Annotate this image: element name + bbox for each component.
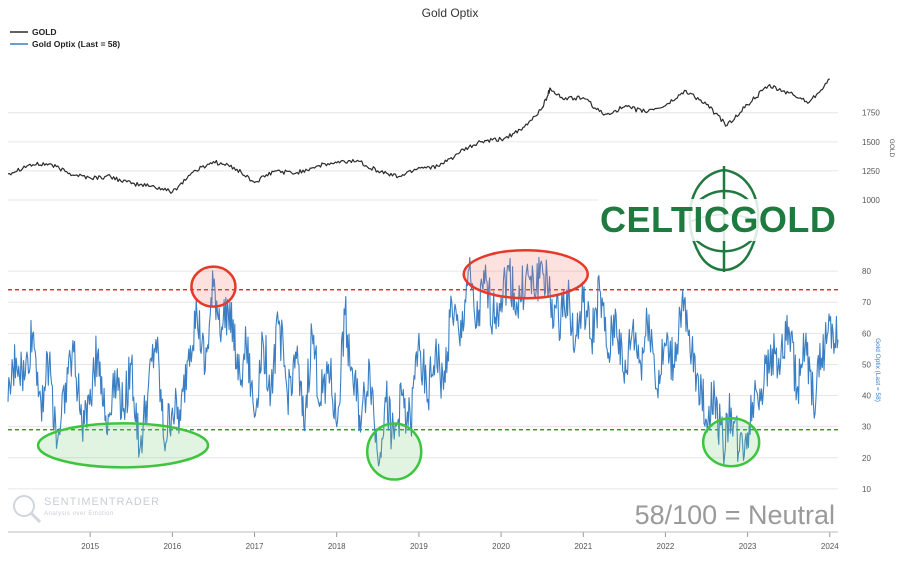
x-tick-label: 2018: [328, 542, 346, 551]
gold-axis-label: GOLD: [888, 139, 895, 158]
series-line-gold: [7, 78, 830, 194]
y-tick-label: 10: [862, 485, 871, 494]
x-tick-label: 2022: [657, 542, 675, 551]
status-text: 58/100 = Neutral: [635, 500, 835, 530]
x-tick-label: 2023: [739, 542, 757, 551]
y-tick-label: 40: [862, 392, 871, 401]
y-tick-label: 1750: [862, 109, 880, 118]
legend-label-gold: GOLD: [32, 27, 57, 37]
grid: [8, 112, 838, 490]
y-tick-label: 30: [862, 423, 871, 432]
x-tick-label: 2019: [410, 542, 428, 551]
watermark-tagline: Analysis over Emotion: [44, 511, 114, 517]
annotation-ellipse-green: [365, 422, 423, 481]
watermark-name: SENTIMENTRADER: [44, 496, 160, 508]
y-tick-label: 1500: [862, 138, 880, 147]
legend: GOLD Gold Optix (Last = 58): [10, 27, 120, 49]
x-tick-label: 2017: [246, 542, 264, 551]
x-tick-label: 2015: [81, 542, 99, 551]
x-tick-label: 2021: [574, 542, 592, 551]
watermark-magnifier-icon: [13, 495, 35, 517]
sentimentrader-watermark: SENTIMENTRADER Analysis over Emotion: [13, 495, 160, 524]
axis-ticks: 1000 1250 1500 1750 10 20 30 40 50 60 70 80 2015 2016…: [8, 109, 880, 551]
y-tick-label: 60: [862, 329, 871, 338]
reference-lines: [8, 289, 838, 431]
annotation-ellipse-green: [36, 422, 210, 469]
legend-label-optix: Gold Optix (Last = 58): [32, 39, 120, 49]
annotation-ellipse-green: [701, 416, 761, 468]
y-tick-label: 1000: [862, 196, 880, 205]
annotation-ellipse-red: [462, 248, 589, 300]
y-tick-label: 70: [862, 298, 871, 307]
optix-axis-label: Gold Optix (Last = 58): [874, 338, 881, 402]
x-tick-label: 2016: [163, 542, 181, 551]
series-line-optix: [7, 256, 839, 467]
y-tick-label: 20: [862, 454, 871, 463]
y-tick-label: 80: [862, 267, 871, 276]
annotation-ellipse-red: [190, 265, 237, 308]
annotations: [36, 248, 761, 481]
y-tick-label: 50: [862, 360, 871, 369]
chart-title: Gold Optix: [422, 6, 479, 20]
celticgold-logo: CELTICGOLD: [598, 166, 844, 272]
series: [7, 78, 839, 467]
y-tick-label: 1250: [862, 167, 880, 176]
x-tick-label: 2024: [821, 542, 839, 551]
x-tick-label: 2020: [492, 542, 510, 551]
logo-text: CELTICGOLD: [600, 199, 836, 240]
